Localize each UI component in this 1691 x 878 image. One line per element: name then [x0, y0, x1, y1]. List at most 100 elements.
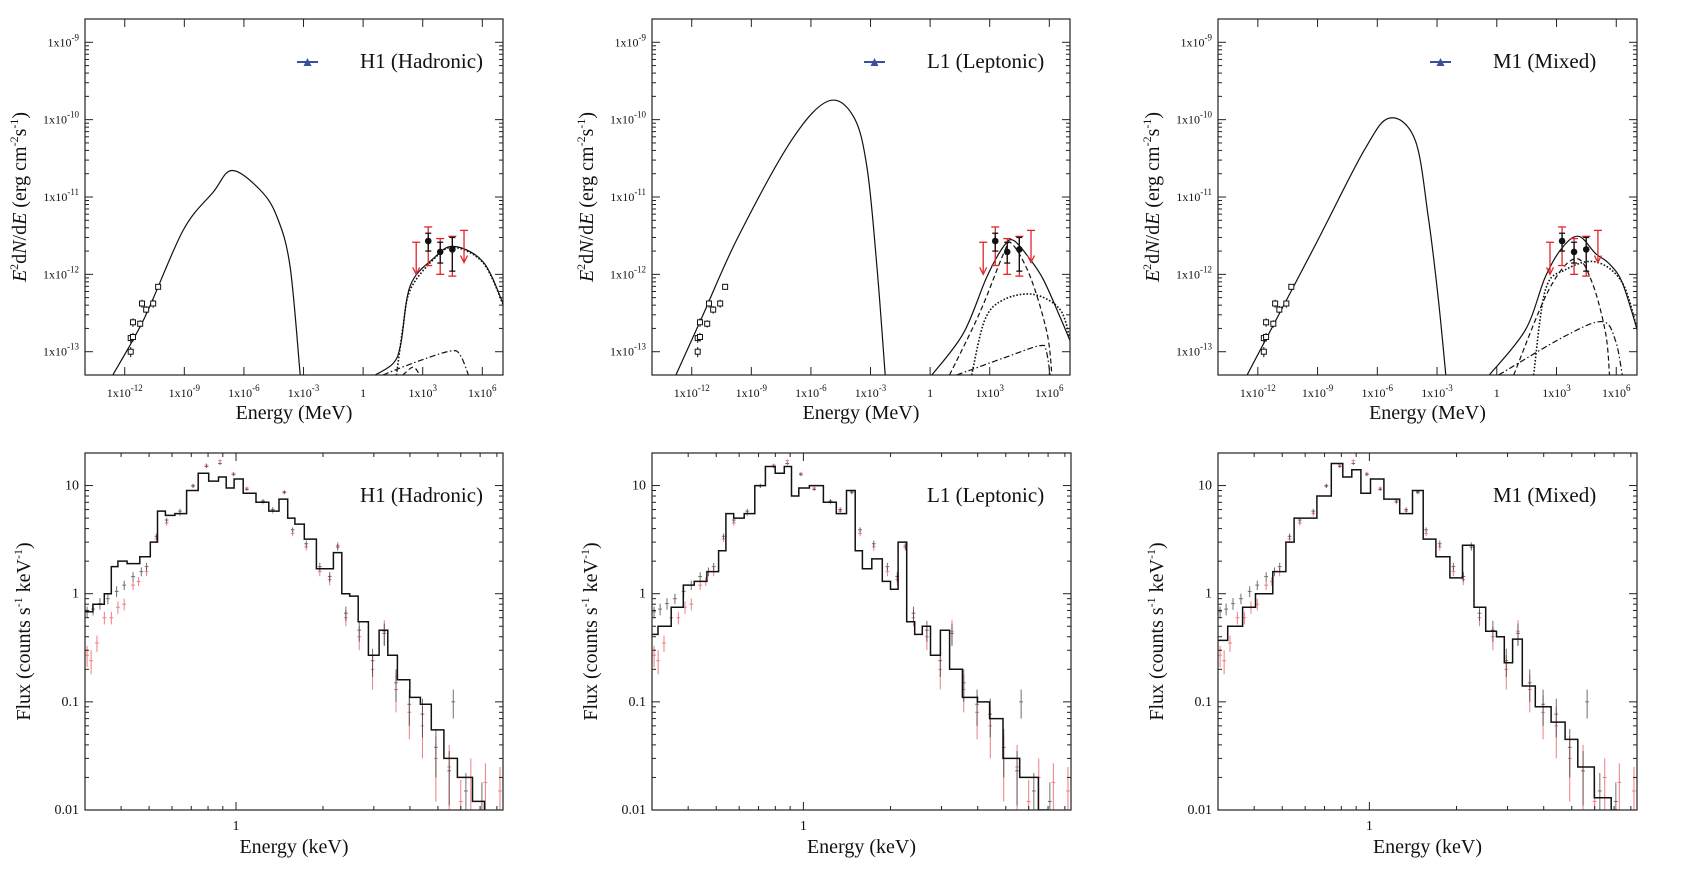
y-tick-label: 10 [1198, 479, 1212, 494]
y-tick-base: 1x10 [43, 267, 67, 281]
y-tick-exponent: -11 [1200, 187, 1212, 197]
y-axis-label: Flux (counts s-1 keV-1) [578, 542, 602, 720]
y-tick-label: 1x10-10 [1176, 110, 1212, 127]
x-tick-label: 1x10-12 [674, 383, 710, 400]
xray-data-point-black [1477, 606, 1482, 621]
xray-data-point-black [911, 606, 916, 621]
xray-data-point-black [798, 473, 803, 477]
panel-title: H1 (Hadronic) [360, 483, 483, 507]
x-tick-label: 1x10-9 [1302, 383, 1334, 400]
xray-data-point-black [304, 540, 309, 548]
xray-data-point-black [1351, 462, 1356, 465]
x-tick-label: 1x10-3 [288, 383, 320, 400]
xray-data-point-black [394, 669, 398, 702]
x-tick-exponent: -3 [312, 383, 320, 393]
model-curve-solid [374, 245, 503, 375]
axis-ticks [85, 18, 503, 375]
x-tick-label: 1x106 [1602, 383, 1631, 400]
radio-data-point [1270, 320, 1277, 327]
x-tick-exponent: -12 [131, 383, 143, 393]
y-label-part: keV [13, 558, 35, 597]
model-curve-solid [931, 238, 1070, 375]
y-tick-base: 1x10 [610, 267, 634, 281]
gamma-data-point [448, 235, 457, 277]
xray-data-point-black [420, 698, 425, 738]
gamma-data-point [1003, 237, 1012, 276]
xray-data-point-black [290, 527, 295, 533]
y-label-part: /d [576, 225, 598, 241]
y-label-part: ) [576, 112, 598, 119]
xray-data-point-black [838, 507, 843, 512]
y-label-superscript: -2 [574, 136, 588, 146]
model-curve-dotted [1532, 260, 1637, 375]
y-tick-base: 1x10 [1176, 113, 1200, 127]
x-tick-base: 1x10 [1421, 386, 1445, 400]
xray-data-point-black [1264, 572, 1269, 582]
x-tick-label: 1 [360, 386, 366, 400]
y-tick-label: 1x10-10 [610, 110, 646, 127]
radio-data-point [1288, 283, 1295, 290]
xray-data-point-black [191, 484, 195, 488]
y-tick-label: 1x10-11 [1176, 187, 1212, 204]
xray-data-point-red [698, 580, 703, 591]
model-spectrum-curve [85, 472, 486, 810]
x-tick-base: 1 [233, 819, 240, 834]
y-label-superscript: -1 [1140, 119, 1154, 129]
x-tick-label: 1x106 [1035, 383, 1064, 400]
y-tick-base: 1x10 [610, 345, 634, 359]
x-tick-label: 1 [1366, 819, 1373, 834]
x-tick-base: 1x10 [1602, 386, 1626, 400]
y-label-part: ) [9, 112, 31, 119]
plot-frame [1217, 18, 1638, 376]
xray-data-point-red [1632, 766, 1636, 810]
panel-sed-1: 1x10-91x10-101x10-111x10-121x10-131x10-1… [7, 18, 504, 424]
x-tick-exponent: -6 [819, 383, 827, 393]
x-tick-base: 1 [927, 386, 933, 400]
y-tick-base: 1x10 [43, 113, 67, 127]
y-tick-base: 1x10 [48, 35, 72, 49]
gamma-data-point [436, 237, 445, 276]
xray-data-point-black [785, 462, 790, 465]
radio-data-point [696, 319, 703, 326]
model-curve-dashed [1513, 257, 1611, 375]
y-tick-label: 1 [72, 587, 79, 602]
y-tick-exponent: -12 [634, 264, 646, 274]
xray-data-point-black [1415, 491, 1420, 495]
x-tick-base: 1x10 [228, 386, 252, 400]
xray-data-point-red [95, 635, 99, 652]
xray-data-point-black [434, 729, 438, 778]
x-tick-exponent: 6 [1059, 383, 1064, 393]
xray-data-point-black [812, 487, 817, 492]
xray-data-point-black [1378, 487, 1383, 492]
xray-data-point-black [1324, 484, 1329, 488]
y-tick-exponent: -9 [1205, 32, 1213, 42]
xray-data-point-black [218, 462, 222, 465]
xray-data-point-black [950, 623, 954, 646]
y-label-superscript: -1 [11, 597, 25, 607]
x-tick-base: 1x10 [288, 386, 312, 400]
y-tick-label: 1x10-12 [43, 264, 79, 281]
legend-triangle-icon [870, 58, 879, 66]
xray-data-point-black [447, 751, 452, 806]
y-label-part: ) [1142, 112, 1164, 119]
xray-data-point-black [451, 689, 456, 719]
plot-area [1246, 117, 1637, 375]
xray-data-point-red [1235, 611, 1240, 625]
y-tick-base: 0.01 [622, 803, 647, 818]
y-tick-base: 10 [1198, 479, 1212, 494]
x-tick-base: 1x10 [1362, 386, 1386, 400]
upper-limit-arrow [1026, 229, 1036, 264]
y-tick-base: 1x10 [610, 113, 634, 127]
gamma-data-point [1582, 235, 1591, 277]
x-axis-label: Energy (MeV) [803, 402, 920, 424]
x-tick-label: 1 [1494, 386, 1500, 400]
x-tick-label: 1 [927, 386, 933, 400]
xray-data-point-black [382, 623, 387, 646]
xray-data-point-black [1311, 508, 1316, 514]
y-label-superscript: -1 [574, 119, 588, 129]
y-label-part: E [9, 213, 31, 226]
model-spectrum-curve [652, 465, 1049, 810]
plot-frame [84, 18, 504, 376]
arrow-down-icon [1545, 267, 1555, 276]
